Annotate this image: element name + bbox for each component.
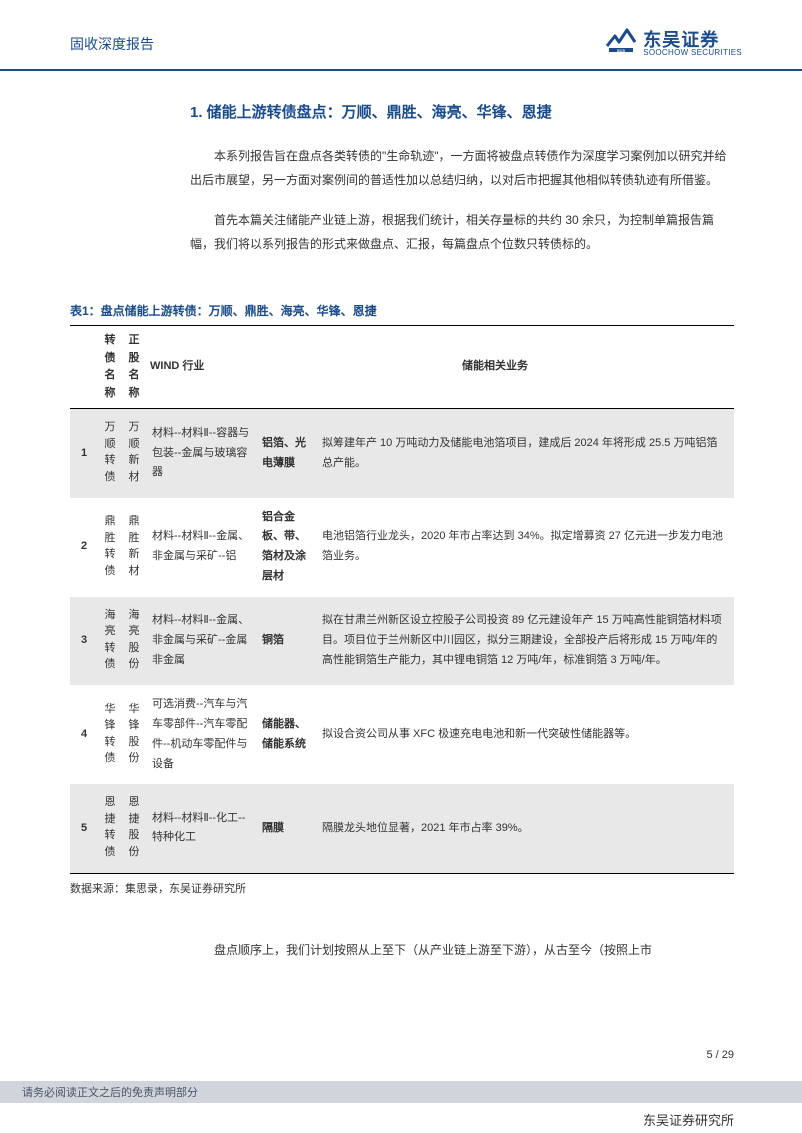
col-idx-header (70, 326, 98, 409)
svg-text:SCS: SCS (617, 48, 626, 53)
brand-name-en: SOOCHOW SECURITIES (643, 49, 742, 57)
page-number: 5 / 29 (706, 1049, 734, 1061)
business-desc: 电池铝箔行业龙头，2020 年市占率达到 34%。拟定增募资 27 亿元进一步发… (316, 498, 734, 597)
post-paragraph: 盘点顺序上，我们计划按照从上至下（从产业链上游至下游），从古至今（按照上市 (190, 938, 734, 962)
scs-logo-icon: SCS (605, 28, 637, 59)
table-section: 表1：盘点储能上游转债：万顺、鼎胜、海亮、华锋、恩捷 转债名称 正股名称 WIN… (0, 272, 802, 896)
industry: 材料--材料Ⅱ--容器与包装--金属与玻璃容器 (146, 409, 256, 498)
stock-name: 海亮股份 (122, 597, 146, 685)
row-idx: 1 (70, 409, 98, 498)
stock-name: 鼎胜新材 (122, 498, 146, 597)
footer-source: 东吴证券研究所 (643, 1110, 734, 1133)
business-key: 隔膜 (256, 784, 316, 873)
table-row: 1 万顺转债 万顺新材 材料--材料Ⅱ--容器与包装--金属与玻璃容器 铝箔、光… (70, 409, 734, 498)
stock-name: 万顺新材 (122, 409, 146, 498)
industry: 可选消费--汽车与汽车零部件--汽车零配件--机动车零配件与设备 (146, 685, 256, 784)
footer-disclaimer-bar: 请务必阅读正文之后的免责声明部分 (0, 1081, 802, 1103)
business-key: 储能器、储能系统 (256, 685, 316, 784)
bond-name: 鼎胜转债 (98, 498, 122, 597)
bond-summary-table: 转债名称 正股名称 WIND 行业 储能相关业务 1 万顺转债 万顺新材 材料-… (70, 325, 734, 874)
business-key: 铝箔、光电薄膜 (256, 409, 316, 498)
business-desc: 隔膜龙头地位显著，2021 年市占率 39%。 (316, 784, 734, 873)
industry: 材料--材料Ⅱ--金属、非金属与采矿--金属非金属 (146, 597, 256, 685)
table-row: 2 鼎胜转债 鼎胜新材 材料--材料Ⅱ--金属、非金属与采矿--铝 铝合金板、带… (70, 498, 734, 597)
post-table-content: 盘点顺序上，我们计划按照从上至下（从产业链上游至下游），从古至今（按照上市 (0, 896, 802, 962)
business-key: 铝合金板、带、箔材及涂层材 (256, 498, 316, 597)
business-desc: 拟设合资公司从事 XFC 极速充电电池和新一代突破性储能器等。 (316, 685, 734, 784)
table-row: 5 恩捷转债 恩捷股份 材料--材料Ⅱ--化工--特种化工 隔膜 隔膜龙头地位显… (70, 784, 734, 873)
table-row: 4 华锋转债 华锋股份 可选消费--汽车与汽车零部件--汽车零配件--机动车零配… (70, 685, 734, 784)
bond-name: 恩捷转债 (98, 784, 122, 873)
row-idx: 5 (70, 784, 98, 873)
brand-logo: SCS 东吴证券 SOOCHOW SECURITIES (605, 28, 742, 59)
paragraph-1: 本系列报告旨在盘点各类转债的"生命轨迹"，一方面将被盘点转债作为深度学习案例加以… (190, 144, 734, 192)
col-stock-header: 正股名称 (122, 326, 146, 409)
business-key: 铜箔 (256, 597, 316, 685)
section-heading: 1. 储能上游转债盘点：万顺、鼎胜、海亮、华锋、恩捷 (190, 101, 734, 122)
table-caption: 表1：盘点储能上游转债：万顺、鼎胜、海亮、华锋、恩捷 (70, 302, 734, 319)
stock-name: 华锋股份 (122, 685, 146, 784)
stock-name: 恩捷股份 (122, 784, 146, 873)
report-type: 固收深度报告 (70, 34, 154, 54)
page-footer: 东吴证券研究所 请务必阅读正文之后的免责声明部分 (0, 1081, 802, 1133)
bond-name: 万顺转债 (98, 409, 122, 498)
page-total: 29 (722, 1049, 734, 1061)
page-sep: / (713, 1049, 722, 1061)
page-header: 固收深度报告 SCS 东吴证券 SOOCHOW SECURITIES (0, 0, 802, 71)
main-content: 1. 储能上游转债盘点：万顺、鼎胜、海亮、华锋、恩捷 本系列报告旨在盘点各类转债… (0, 71, 802, 256)
business-desc: 拟筹建年产 10 万吨动力及储能电池箔项目，建成后 2024 年将形成 25.5… (316, 409, 734, 498)
row-idx: 2 (70, 498, 98, 597)
col-industry-header: WIND 行业 (146, 326, 256, 409)
industry: 材料--材料Ⅱ--化工--特种化工 (146, 784, 256, 873)
row-idx: 3 (70, 597, 98, 685)
table-header-row: 转债名称 正股名称 WIND 行业 储能相关业务 (70, 326, 734, 409)
business-desc: 拟在甘肃兰州新区设立控股子公司投资 89 亿元建设年产 15 万吨高性能铜箔材料… (316, 597, 734, 685)
col-business-header: 储能相关业务 (256, 326, 734, 409)
bond-name: 海亮转债 (98, 597, 122, 685)
footer-disclaimer: 请务必阅读正文之后的免责声明部分 (22, 1084, 198, 1100)
paragraph-2: 首先本篇关注储能产业链上游，根据我们统计，相关存量标的共约 30 余只，为控制单… (190, 208, 734, 256)
row-idx: 4 (70, 685, 98, 784)
col-bond-header: 转债名称 (98, 326, 122, 409)
brand-name-cn: 东吴证券 (643, 31, 742, 49)
industry: 材料--材料Ⅱ--金属、非金属与采矿--铝 (146, 498, 256, 597)
table-source: 数据来源：集思录，东吴证券研究所 (70, 880, 734, 896)
table-row: 3 海亮转债 海亮股份 材料--材料Ⅱ--金属、非金属与采矿--金属非金属 铜箔… (70, 597, 734, 685)
bond-name: 华锋转债 (98, 685, 122, 784)
